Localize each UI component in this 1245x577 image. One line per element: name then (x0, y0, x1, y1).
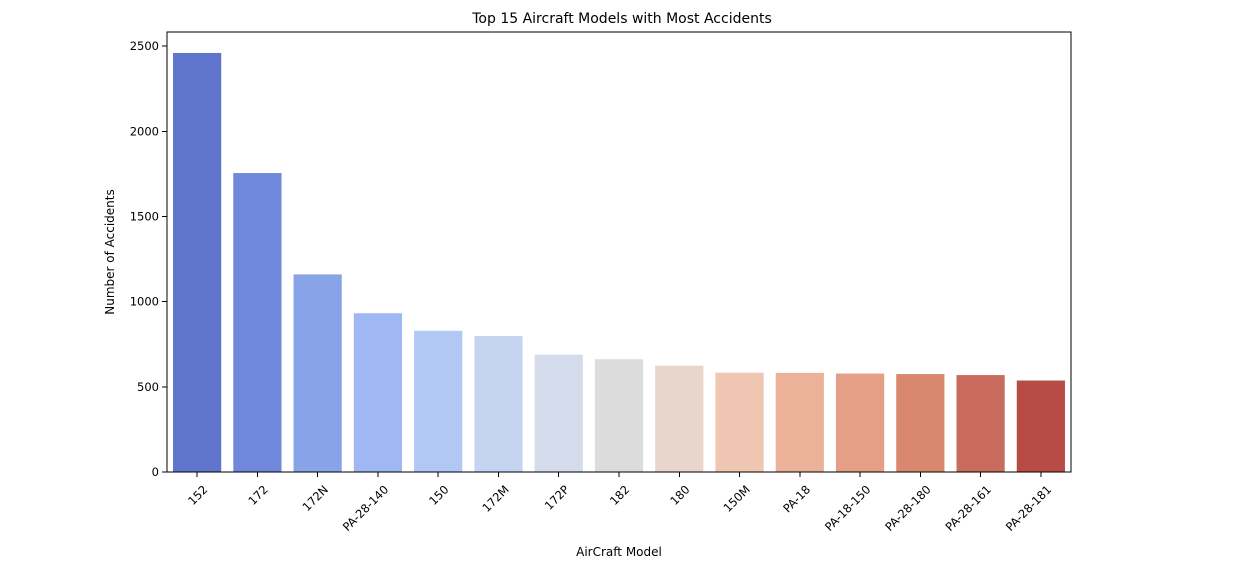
bar-pa-28-180 (896, 374, 945, 472)
x-tick-label: PA-28-140 (340, 482, 391, 533)
bar-180 (655, 365, 704, 472)
bar-150m (715, 372, 764, 472)
y-tick-label: 1500 (130, 209, 159, 223)
x-tick-label: 172M (479, 482, 511, 514)
bar-pa-18 (775, 372, 824, 472)
x-tick-label: PA-28-180 (882, 482, 933, 533)
chart-title: Top 15 Aircraft Models with Most Acciden… (471, 11, 772, 27)
x-tick-label: 180 (667, 482, 692, 507)
x-tick-label: PA-28-161 (943, 482, 994, 533)
y-tick-label: 2500 (130, 39, 159, 53)
x-axis: 152 172 172N PA-28-140 150 172M 172P 182 180 150M… (185, 472, 1054, 534)
x-tick-label: 172N (299, 482, 331, 514)
x-tick-label: 172 (245, 482, 270, 507)
x-tick-label: 150 (426, 482, 451, 507)
y-tick-label: 1000 (130, 295, 159, 309)
x-tick-label: 182 (607, 482, 632, 507)
x-tick-label: 172P (542, 482, 572, 512)
x-tick-label: 152 (185, 482, 210, 507)
bar-182 (594, 359, 644, 472)
bar-172n (293, 274, 342, 472)
bar-172 (233, 173, 282, 473)
x-tick-label: PA-18-150 (822, 482, 873, 533)
x-tick-label: 150M (720, 482, 752, 514)
y-tick-label: 2000 (130, 124, 159, 138)
bar-172m (474, 336, 523, 472)
x-tick-label: PA-18 (780, 482, 813, 515)
y-axis-label: Number of Accidents (103, 189, 117, 315)
bar-172p (534, 354, 583, 472)
bar-152 (173, 52, 222, 472)
x-axis-label: AirCraft Model (576, 545, 662, 559)
plot-frame (166, 31, 1072, 473)
plot-area (173, 52, 1065, 473)
y-axis: 0 500 1000 1500 2000 2500 (130, 39, 167, 479)
bar-pa-18-150 (835, 373, 885, 472)
y-tick-label: 500 (137, 380, 159, 394)
bar-pa-28-140 (353, 313, 403, 472)
bar-150 (414, 330, 463, 472)
y-tick-label: 0 (152, 465, 159, 479)
bar-pa-28-181 (1016, 380, 1065, 472)
bar-pa-28-161 (956, 375, 1005, 472)
x-tick-label: PA-28-181 (1003, 482, 1054, 533)
